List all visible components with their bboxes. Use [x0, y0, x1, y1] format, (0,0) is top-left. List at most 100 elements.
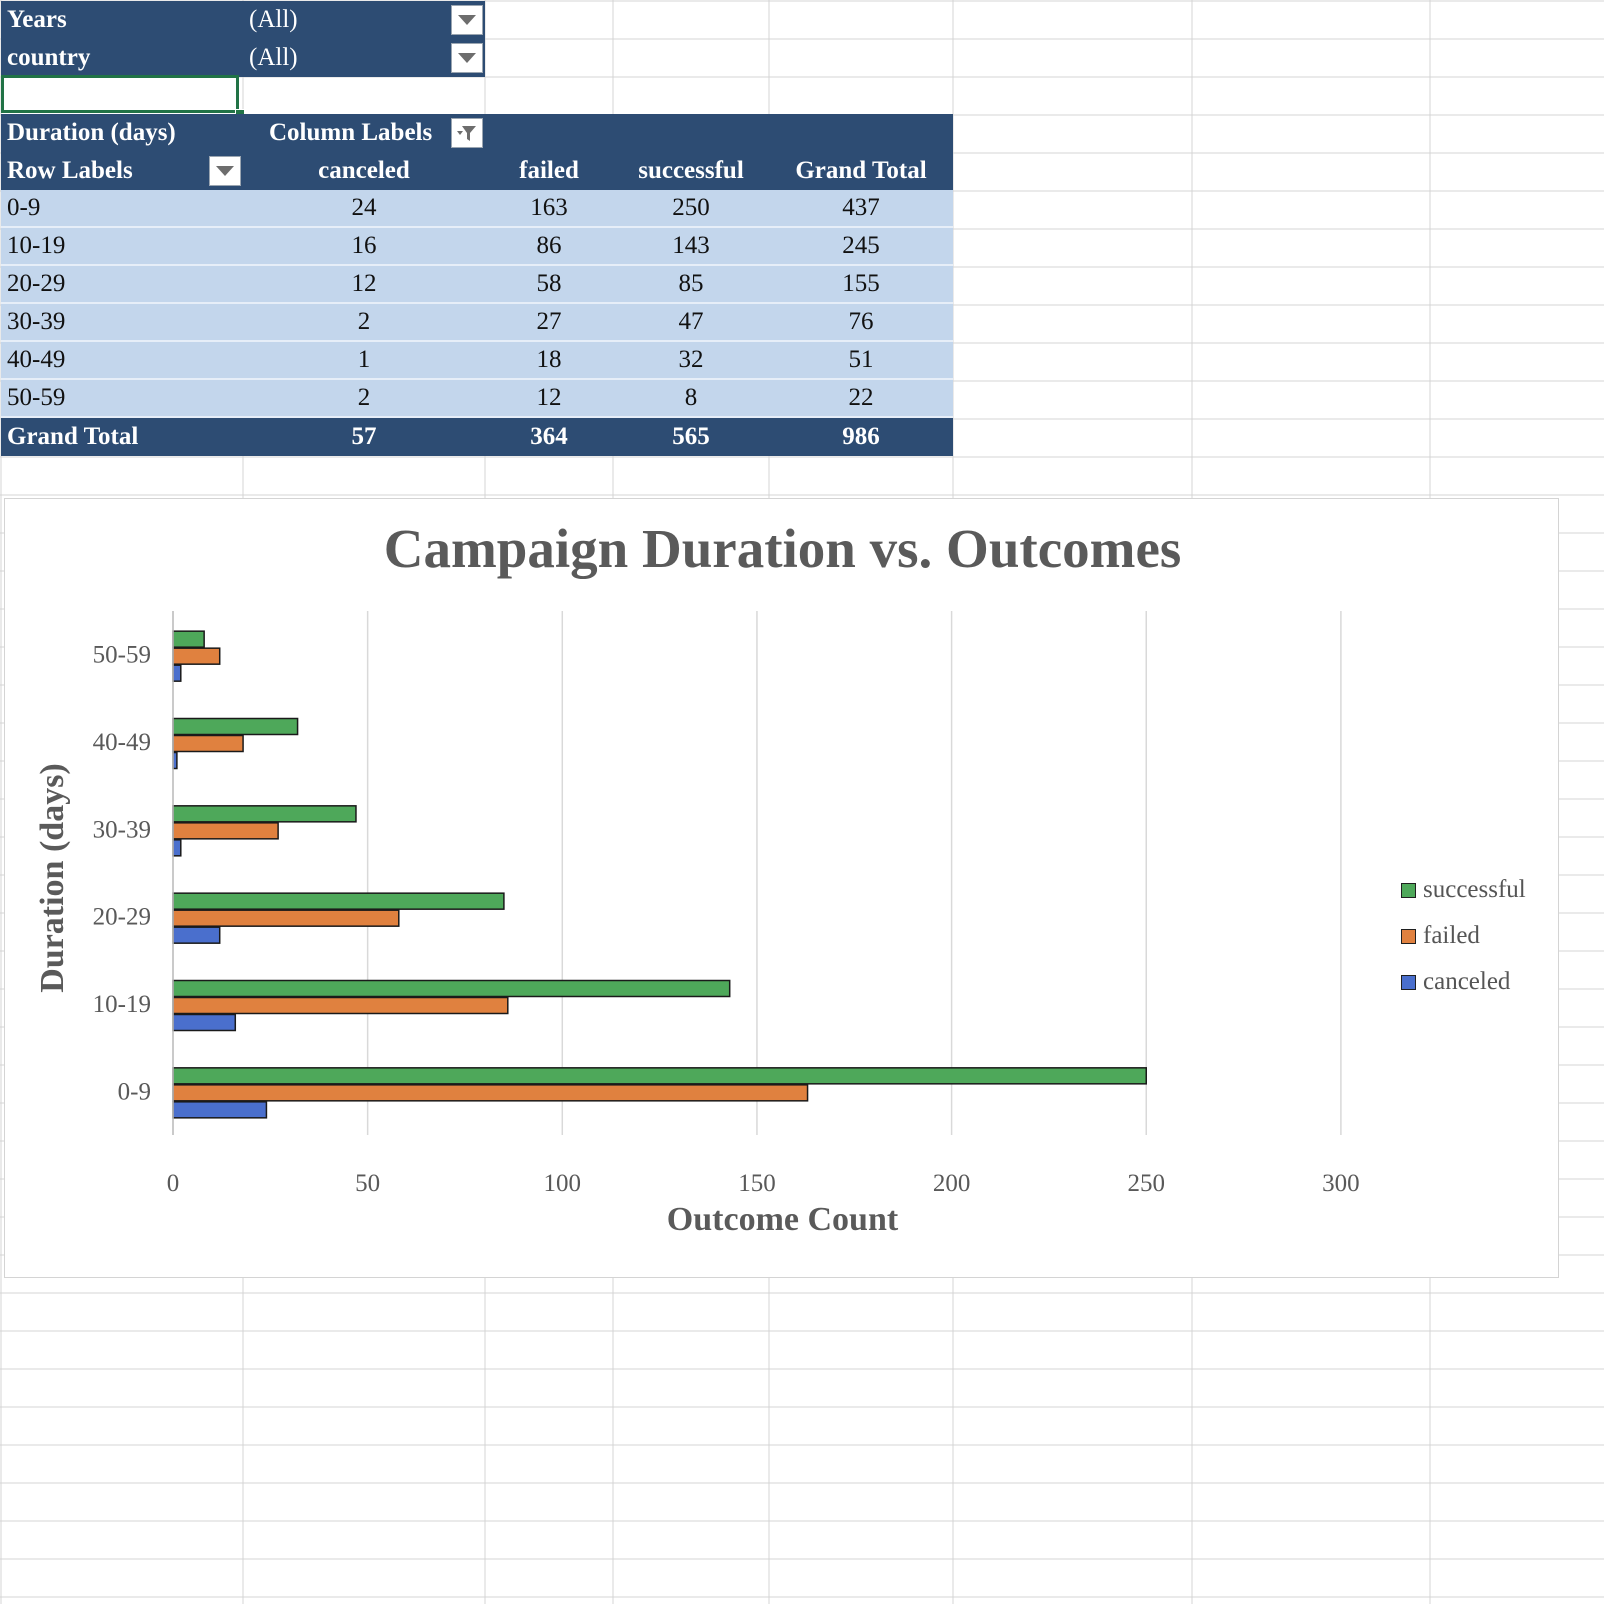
legend-label: successful [1423, 876, 1526, 903]
bar-successful [172, 630, 205, 648]
bar-canceled [172, 664, 182, 682]
pivot-values-label: Duration (days) [1, 114, 263, 152]
column-header-failed: failed [485, 152, 613, 190]
active-cell-selection[interactable] [1, 75, 239, 113]
bar-successful [172, 717, 299, 736]
table-cell: 22 [769, 380, 953, 418]
y-tick-label: 40-49 [93, 729, 151, 756]
bar-failed [172, 647, 221, 665]
legend-item-successful: successful [1401, 867, 1526, 913]
bar-successful [172, 805, 357, 823]
table-cell: 27 [485, 304, 613, 342]
row-label: 20-29 [1, 266, 243, 304]
row-label: 30-39 [1, 304, 243, 342]
table-cell: 58 [485, 266, 613, 304]
column-header-successful: successful [613, 152, 769, 190]
table-cell: 12 [485, 380, 613, 418]
grand-total-overall: 986 [769, 418, 953, 456]
table-cell: 16 [243, 228, 485, 266]
y-tick-label: 0-9 [118, 1078, 151, 1105]
pivot-row-labels: Row Labels [1, 152, 243, 190]
table-cell: 245 [769, 228, 953, 266]
bar-chart[interactable]: Campaign Duration vs. Outcomes 0 50 100 150… [4, 498, 1559, 1278]
grand-total-successful: 565 [613, 418, 769, 456]
bar-failed [172, 1084, 809, 1102]
chart-title: Campaign Duration vs. Outcomes [383, 518, 1182, 579]
bar-canceled [172, 1101, 268, 1119]
bar-canceled [172, 926, 221, 944]
table-cell: 250 [613, 190, 769, 228]
x-tick-label: 250 [1128, 1170, 1166, 1197]
x-tick-label: 200 [933, 1170, 971, 1197]
table-cell: 2 [243, 380, 485, 418]
table-cell: 24 [243, 190, 485, 228]
table-cell: 437 [769, 190, 953, 228]
chart-legend: successful failed canceled [1401, 867, 1526, 1005]
filter-label-years: Years [1, 1, 243, 39]
chevron-down-icon [458, 15, 476, 25]
grand-total-failed: 364 [485, 418, 613, 456]
x-tick-label: 150 [738, 1170, 776, 1197]
legend-label: failed [1423, 922, 1480, 949]
column-header-canceled: canceled [243, 152, 485, 190]
y-tick-label: 30-39 [93, 816, 151, 843]
table-cell: 163 [485, 190, 613, 228]
grand-total-label: Grand Total [1, 418, 243, 456]
y-axis-title: Duration (days) [34, 763, 71, 993]
row-label: 40-49 [1, 342, 243, 380]
pivot-column-labels: Column Labels [263, 114, 953, 152]
bar-failed [172, 734, 244, 753]
table-cell: 76 [769, 304, 953, 342]
x-axis-title: Outcome Count [666, 1201, 899, 1238]
table-cell: 155 [769, 266, 953, 304]
table-cell: 143 [613, 228, 769, 266]
table-cell: 47 [613, 304, 769, 342]
bar-successful [172, 1067, 1147, 1085]
row-labels-filter-dropdown[interactable] [209, 156, 241, 186]
legend-swatch [1401, 928, 1416, 944]
legend-label: canceled [1423, 968, 1511, 995]
row-label: 0-9 [1, 190, 243, 228]
column-labels-filter-button[interactable] [451, 118, 483, 148]
country-filter-dropdown[interactable] [451, 43, 483, 73]
y-tick-label: 50-59 [93, 642, 151, 669]
column-header-grand-total: Grand Total [769, 152, 953, 190]
table-cell: 18 [485, 342, 613, 380]
years-filter-dropdown[interactable] [451, 5, 483, 35]
bar-failed [172, 909, 400, 927]
row-label: 10-19 [1, 228, 243, 266]
x-tick-label: 0 [167, 1170, 180, 1197]
chevron-down-icon [458, 53, 476, 63]
legend-item-failed: failed [1401, 913, 1526, 959]
filter-label-country: country [1, 39, 243, 77]
table-cell: 2 [243, 304, 485, 342]
table-cell: 32 [613, 342, 769, 380]
table-cell: 1 [243, 342, 485, 380]
grand-total-canceled: 57 [243, 418, 485, 456]
filter-icon [457, 126, 476, 141]
x-tick-label: 100 [544, 1170, 582, 1197]
chart-plot-area: 0 50 100 150 200 250 300 0-9 10-19 20-29 30-39 40-4… [93, 611, 1360, 1197]
table-cell: 86 [485, 228, 613, 266]
table-cell: 85 [613, 266, 769, 304]
legend-item-canceled: canceled [1401, 959, 1526, 1005]
legend-swatch [1401, 882, 1416, 898]
bar-failed [172, 996, 509, 1015]
filter-value-country[interactable]: (All) [243, 39, 485, 77]
bar-canceled [172, 1013, 237, 1032]
table-cell: 12 [243, 266, 485, 304]
x-tick-label: 300 [1322, 1170, 1360, 1197]
bar-failed [172, 822, 279, 840]
filter-value-years[interactable]: (All) [243, 1, 485, 39]
row-label: 50-59 [1, 380, 243, 418]
bar-successful [172, 979, 731, 998]
chevron-down-icon [216, 166, 234, 176]
bar-canceled [172, 839, 182, 857]
bar-successful [172, 892, 505, 910]
y-tick-label: 20-29 [93, 904, 151, 931]
y-tick-label: 10-19 [93, 991, 151, 1018]
table-cell: 51 [769, 342, 953, 380]
table-cell: 8 [613, 380, 769, 418]
legend-swatch [1401, 974, 1416, 990]
x-tick-label: 50 [355, 1170, 380, 1197]
